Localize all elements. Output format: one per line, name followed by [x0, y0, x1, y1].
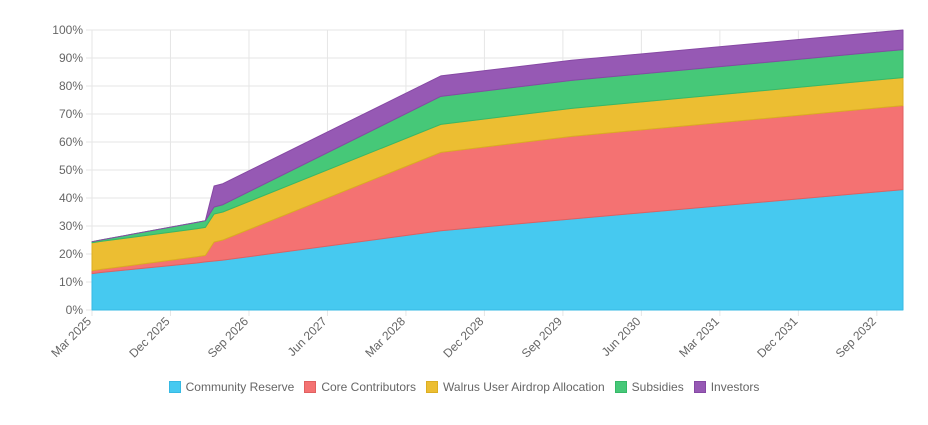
y-tick-label: 60%: [59, 135, 83, 149]
area-investors: [91, 29, 904, 243]
legend-item-community-reserve[interactable]: Community Reserve: [168, 380, 295, 394]
legend-swatch: [426, 381, 439, 393]
x-tick-label: Mar 2028: [362, 314, 408, 360]
legend-swatch: [693, 381, 706, 393]
legend-swatch: [304, 381, 317, 393]
legend-item-core-contributors[interactable]: Core Contributors: [304, 380, 416, 394]
x-tick-label: Jun 2030: [599, 314, 644, 359]
legend-label: Community Reserve: [185, 380, 295, 394]
legend-item-investors[interactable]: Investors: [693, 380, 760, 394]
y-tick-label: 90%: [59, 51, 83, 65]
y-tick-label: 10%: [59, 275, 83, 289]
x-tick-label: Dec 2028: [440, 314, 486, 360]
legend-item-walrus-user-airdrop-allocation[interactable]: Walrus User Airdrop Allocation: [426, 380, 605, 394]
legend-item-subsidies[interactable]: Subsidies: [614, 380, 684, 394]
legend-label: Subsidies: [631, 380, 684, 394]
y-tick-label: 80%: [59, 79, 83, 93]
x-tick-label: Dec 2025: [126, 314, 172, 360]
y-tick-label: 0%: [66, 303, 84, 317]
legend-label: Investors: [710, 380, 760, 394]
legend-label: Walrus User Airdrop Allocation: [443, 380, 605, 394]
y-tick-label: 70%: [59, 107, 83, 121]
x-tick-label: Sep 2032: [833, 314, 879, 360]
y-tick-label: 40%: [59, 191, 83, 205]
legend-swatch: [614, 381, 627, 393]
x-tick-label: Sep 2026: [205, 314, 251, 360]
x-tick-label: Sep 2029: [519, 314, 565, 360]
y-tick-label: 30%: [59, 219, 83, 233]
x-tick-label: Mar 2025: [48, 314, 94, 360]
y-tick-label: 50%: [59, 163, 83, 177]
x-tick-label: Jun 2027: [285, 314, 330, 359]
x-tick-label: Mar 2031: [676, 314, 722, 360]
legend-swatch: [168, 381, 181, 393]
y-tick-label: 20%: [59, 247, 83, 261]
x-tick-label: Dec 2031: [754, 314, 800, 360]
y-tick-label: 100%: [52, 23, 83, 37]
chart-legend: Community Reserve Core Contributors Walrus…: [0, 380, 928, 394]
legend-label: Core Contributors: [321, 380, 417, 394]
